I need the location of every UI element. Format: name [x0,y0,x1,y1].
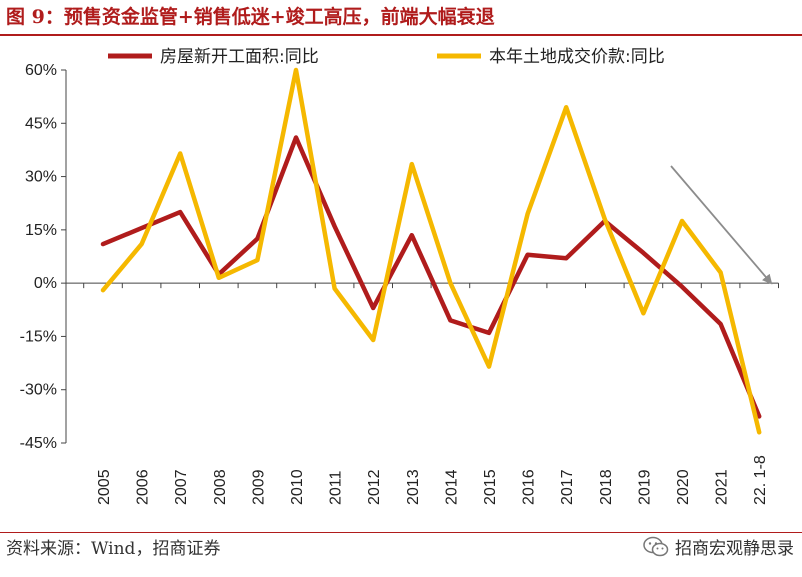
x-tick-label: 2016 [521,469,538,505]
x-tick-label: 2014 [443,469,460,505]
x-tick-label: 2008 [212,469,229,505]
trend-annotation [670,165,773,285]
series-line-2 [100,67,762,435]
y-tick-label: 45% [25,115,57,132]
x-tick-label: 2019 [636,469,653,505]
x-tick-label: 2020 [675,469,692,505]
y-tick-label: -30% [20,382,57,399]
x-tick-label: 2013 [405,469,422,505]
x-tick-label: 2007 [173,469,190,505]
title-divider [0,34,802,36]
wechat-watermark: 招商宏观静思录 [643,534,794,559]
x-tick-label: 22. 1-8 [752,455,769,505]
watermark-text: 招商宏观静思录 [675,539,794,559]
legend: 房屋新开工面积:同比 本年土地成交价款:同比 [108,47,665,67]
x-tick-label: 2006 [135,469,152,505]
axes: -45% -30% -15% 0% 15% 30% 45% 60% 2005 2006 2007 20… [20,62,779,505]
x-tick-label: 2010 [289,469,306,505]
wechat-icon [643,536,669,556]
series-lines [100,67,762,435]
footer-divider [0,532,802,533]
x-tick-label: 2015 [482,469,499,505]
legend-label: 房屋新开工面积:同比 [160,47,319,67]
legend-label: 本年土地成交价款:同比 [489,47,665,67]
source-note: 资料来源：Wind，招商证券 [6,539,221,559]
y-tick-label: 0% [34,275,57,292]
trend-arrow [670,165,773,285]
x-tick-label: 2018 [598,469,615,505]
x-tick-label: 2012 [366,469,383,505]
figure-title: 图 9：预售资金监管+销售低迷+竣工高压，前端大幅衰退 [6,6,495,28]
y-tick-label: 60% [25,62,57,79]
y-tick-label: 30% [25,169,57,186]
x-tick-label: 2009 [250,469,267,505]
y-tick-label: -45% [20,435,57,452]
y-tick-label: 15% [25,222,57,239]
x-tick-label: 2021 [714,469,731,505]
x-tick-label: 2005 [96,469,113,505]
y-tick-label: -15% [20,328,57,345]
x-tick-label: 2011 [328,470,345,505]
x-tick-label: 2017 [559,469,576,505]
line-chart: -45% -30% -15% 0% 15% 30% 45% 60% 2005 2006 2007 20… [20,47,779,505]
